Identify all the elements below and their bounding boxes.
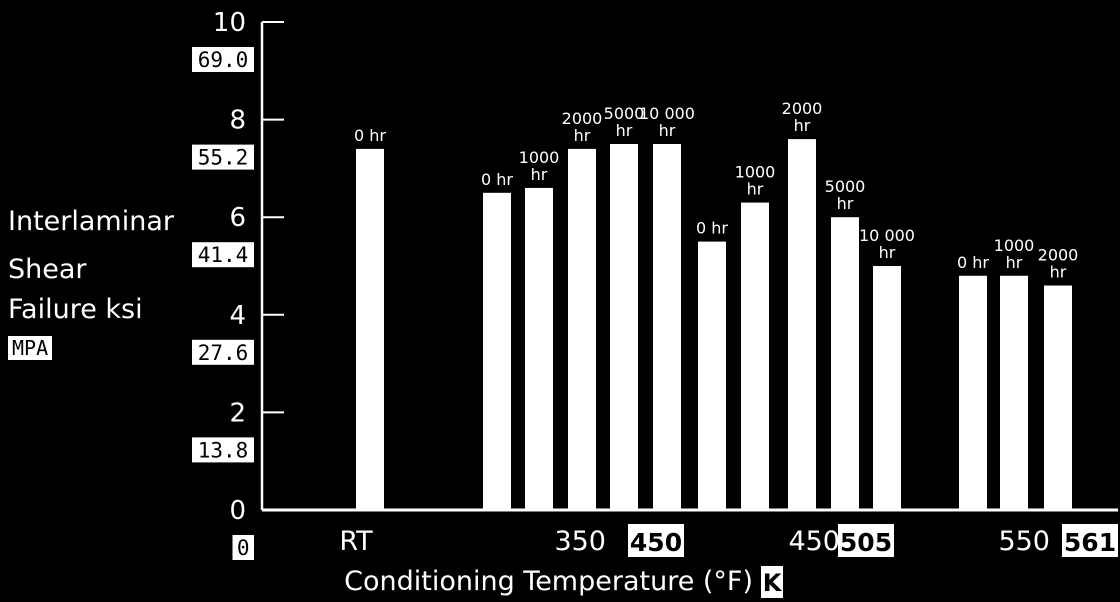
bar-label: 10 000 hr xyxy=(859,226,915,262)
bar xyxy=(873,266,901,510)
y-tick-label-ksi: 10 xyxy=(213,8,246,38)
bar-label: 0 hr xyxy=(481,170,513,189)
bar xyxy=(698,241,726,510)
y-tick-label-mpa: 41.4 xyxy=(198,243,249,267)
bar-label: 2000 hr xyxy=(562,109,603,145)
y-tick-label-ksi: 8 xyxy=(229,106,246,136)
bar-label: 1000 hr xyxy=(519,148,560,184)
y-tick-label-mpa: 55.2 xyxy=(198,146,249,170)
x-group-label-f: 450 xyxy=(788,526,840,557)
y-tick-label-mpa: 0 xyxy=(237,536,250,560)
y-tick-mpa-box xyxy=(192,242,254,268)
bar-label: 1000 hr xyxy=(735,163,776,199)
bar xyxy=(525,187,553,511)
bar xyxy=(959,275,987,510)
x-group-k-box xyxy=(838,524,894,557)
bar xyxy=(1000,275,1028,510)
bar xyxy=(831,217,859,510)
bar xyxy=(741,202,769,510)
x-group-label-f: 350 xyxy=(554,526,606,557)
y-tick-label-ksi: 0 xyxy=(229,496,246,526)
y-tick-label-ksi: 2 xyxy=(229,398,246,428)
bar xyxy=(483,192,511,511)
x-group-label-k: 561 xyxy=(1064,528,1116,557)
bar xyxy=(568,148,596,510)
bar-label: 2000 hr xyxy=(782,99,823,135)
bar xyxy=(1044,285,1072,510)
bar-label: 10 000 hr xyxy=(639,104,695,140)
y-axis-title-line-1: Interlaminar xyxy=(8,206,174,237)
x-group-label-k: 505 xyxy=(840,528,892,557)
bar-label: 1000 hr xyxy=(994,236,1035,272)
y-axis-title-line-3: Failure ksi xyxy=(8,294,143,325)
x-axis-unit-box xyxy=(761,566,783,598)
y-tick-mpa-box xyxy=(232,535,254,560)
y-tick-label-ksi: 4 xyxy=(229,301,246,331)
bar-label: 0 hr xyxy=(696,219,728,238)
bar xyxy=(356,148,384,510)
x-group-label-f: RT xyxy=(339,526,373,557)
y-axis-title-line-2: Shear xyxy=(8,254,87,285)
bar-label: 0 hr xyxy=(354,126,386,145)
x-group-k-box xyxy=(1062,524,1118,557)
y-tick-mpa-box xyxy=(192,437,254,463)
x-group-label-k: 450 xyxy=(630,528,682,557)
bar xyxy=(653,144,681,510)
x-axis-unit-k: K xyxy=(763,569,783,597)
x-group-k-box xyxy=(628,524,684,557)
bar-label: 2000 hr xyxy=(1038,246,1079,282)
y-tick-mpa-box xyxy=(192,144,254,170)
y-tick-label-mpa: 13.8 xyxy=(198,438,249,462)
y-tick-label-mpa: 69.0 xyxy=(198,48,249,72)
bar-label: 5000 hr xyxy=(604,104,645,140)
y-tick-mpa-box xyxy=(192,339,254,365)
y-tick-label-mpa: 27.6 xyxy=(198,341,249,365)
x-group-label-f: 550 xyxy=(998,526,1050,557)
bar-label: 0 hr xyxy=(957,253,989,272)
y-axis-unit-mpa: MPA xyxy=(8,336,53,360)
y-tick-mpa-box xyxy=(192,47,254,72)
x-axis-title: Conditioning Temperature (°F) xyxy=(344,566,753,597)
bar-label: 5000 hr xyxy=(825,177,866,213)
bar xyxy=(788,139,816,510)
y-tick-label-ksi: 6 xyxy=(229,203,246,233)
bar xyxy=(610,144,638,510)
